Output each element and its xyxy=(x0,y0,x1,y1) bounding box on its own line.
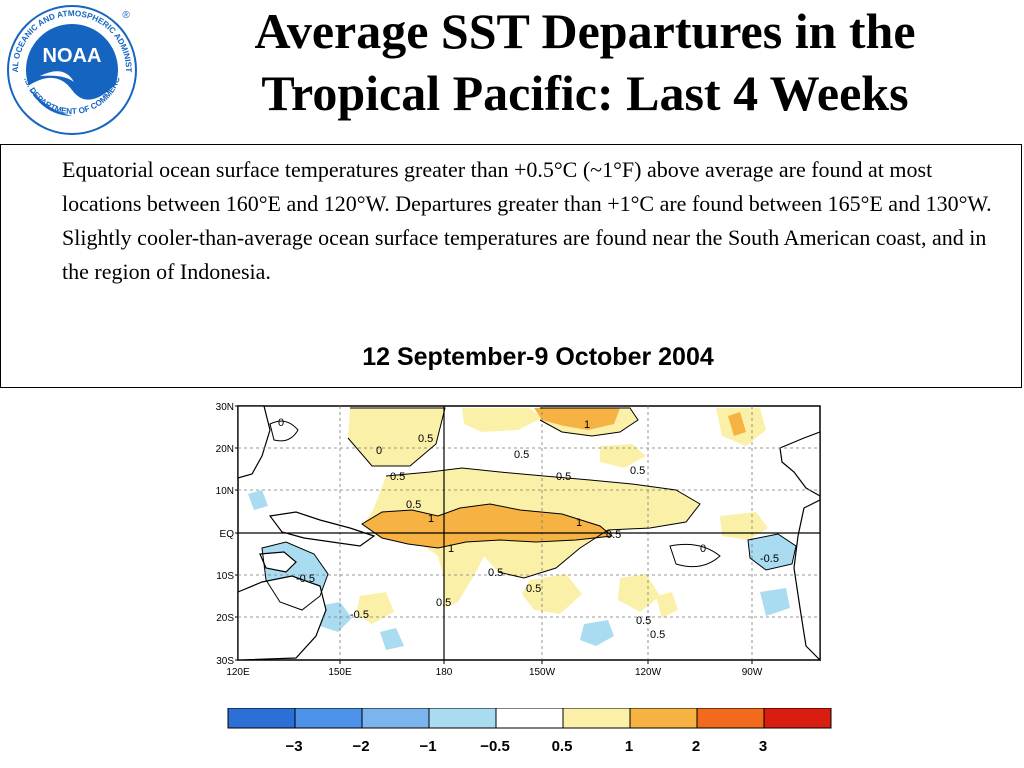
contour-label: 0.5 xyxy=(630,465,645,477)
legend-label: −3 xyxy=(285,738,302,755)
contour-label: 0.5 xyxy=(488,567,503,579)
legend-label: −2 xyxy=(352,738,369,755)
x-tick-label: 180 xyxy=(436,667,453,678)
contour-label: 0.5 xyxy=(418,433,433,445)
contour-label: 0.5 xyxy=(556,471,571,483)
summary-box: Equatorial ocean surface temperatures gr… xyxy=(0,144,1022,388)
contour-label: 0 xyxy=(278,417,284,429)
contour-label: 0.5 xyxy=(636,615,651,627)
contour-label: 0.5 xyxy=(390,471,405,483)
contour-label: 0.5 xyxy=(514,449,529,461)
y-tick-label: 30N xyxy=(216,402,234,413)
contour-label: 1 xyxy=(448,543,454,555)
x-tick-label: 150E xyxy=(328,667,352,678)
summary-text: Equatorial ocean surface temperatures gr… xyxy=(62,157,992,284)
contour-label: 1 xyxy=(584,419,590,431)
contour-label: 0.5 xyxy=(650,629,665,641)
legend-color-box xyxy=(227,708,296,729)
contour-label: 0.5 xyxy=(436,597,451,609)
title-line-1: Average SST Departures in the xyxy=(254,3,916,59)
contour-label: 1 xyxy=(428,513,434,525)
legend-label: 1 xyxy=(625,738,633,755)
logo-registered-mark: ® xyxy=(122,10,130,21)
contour-label: 0.5 xyxy=(526,583,541,595)
legend-color-box xyxy=(629,708,698,729)
strong-warm-anomaly-region xyxy=(362,408,746,548)
legend-color-box xyxy=(495,708,564,729)
contour-lines xyxy=(261,407,797,611)
y-tick-label: 20N xyxy=(216,444,234,455)
y-tick-label: 30S xyxy=(216,656,234,667)
legend-label: −1 xyxy=(419,738,436,755)
legend-color-box xyxy=(562,708,631,729)
contour-label: 0 xyxy=(376,445,382,457)
page-title: Average SST Departures in the Tropical P… xyxy=(150,0,1020,124)
noaa-logo: NOAA NATIONAL OCEANIC AND ATMOSPHERIC AD… xyxy=(4,2,137,135)
map-grid xyxy=(238,406,820,660)
legend-label: 3 xyxy=(759,738,767,755)
y-tick-label: 10S xyxy=(216,571,234,582)
legend-label: 2 xyxy=(692,738,700,755)
logo-center-text: NOAA xyxy=(43,45,102,67)
x-tick-label: 120E xyxy=(226,667,250,678)
sst-anomaly-map: 0.5 0.5 0.5 1 1 1 0.5 0.5 0.5 1 0.5 0.5 … xyxy=(216,402,821,678)
contour-label: 0.5 xyxy=(406,499,421,511)
contour-label: -0.5 xyxy=(760,553,779,565)
legend-label: 0.5 xyxy=(552,738,573,755)
legend-color-box xyxy=(361,708,430,729)
legend-color-box xyxy=(763,708,832,729)
x-tick-label: 150W xyxy=(529,667,556,678)
title-line-2: Tropical Pacific: Last 4 Weeks xyxy=(261,65,909,121)
contour-label: -0.5 xyxy=(350,609,369,621)
y-tick-label: 20S xyxy=(216,613,234,624)
x-tick-label: 120W xyxy=(635,667,662,678)
contour-label: 1 xyxy=(576,517,582,529)
legend-color-box xyxy=(294,708,363,729)
legend-color-box xyxy=(428,708,497,729)
legend-label: −0.5 xyxy=(480,738,510,755)
y-tick-label: EQ xyxy=(220,529,235,540)
color-scale-legend: −3 −2 −1 −0.5 0.5 1 2 3 xyxy=(227,708,832,755)
y-tick-label: 10N xyxy=(216,486,234,497)
x-tick-label: 90W xyxy=(742,667,763,678)
contour-label: 0.5 xyxy=(606,529,621,541)
contour-label: -0.5 xyxy=(296,573,315,585)
period-label: 12 September-9 October 2004 xyxy=(362,343,714,371)
legend-color-box xyxy=(696,708,765,729)
contour-label: 0 xyxy=(700,543,706,555)
